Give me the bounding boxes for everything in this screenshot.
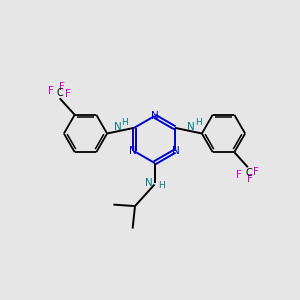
Text: N: N bbox=[151, 111, 158, 121]
Text: N: N bbox=[188, 122, 195, 132]
Text: H: H bbox=[196, 118, 202, 127]
Text: N: N bbox=[172, 146, 180, 156]
Text: F: F bbox=[247, 174, 253, 184]
Text: F: F bbox=[48, 86, 54, 96]
Text: C: C bbox=[245, 168, 252, 178]
Text: F: F bbox=[65, 89, 71, 99]
Text: F: F bbox=[236, 170, 242, 180]
Text: C: C bbox=[57, 88, 64, 98]
Text: H: H bbox=[121, 118, 128, 127]
Text: N: N bbox=[114, 122, 122, 132]
Text: F: F bbox=[59, 82, 65, 92]
Text: F: F bbox=[253, 167, 259, 177]
Text: N: N bbox=[145, 178, 153, 188]
Text: H: H bbox=[158, 181, 164, 190]
Text: N: N bbox=[129, 146, 136, 156]
